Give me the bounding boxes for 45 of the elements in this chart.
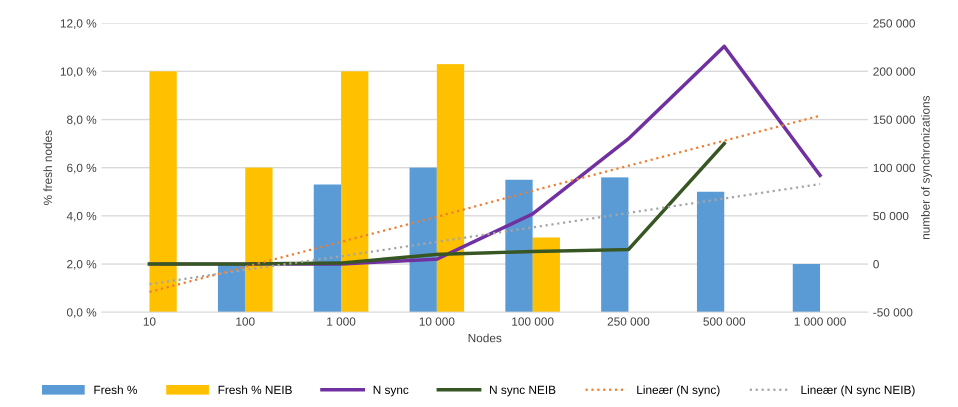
y-tick-label: 12,0 %	[60, 19, 96, 29]
x-tick-label: 1 000 000	[794, 317, 846, 326]
y2-tick-label: 0	[873, 260, 879, 268]
bar	[245, 168, 273, 312]
y-tick-label: 2,0 %	[67, 260, 96, 270]
bar	[505, 180, 533, 312]
y2-tick-label: -50 000	[873, 308, 912, 317]
legend-label: Lineær (N sync)	[637, 385, 720, 396]
y-tick-label: 10,0 %	[60, 67, 96, 78]
legend-label: N sync NEIB	[490, 386, 556, 396]
y2-tick-label: 100 000	[874, 164, 916, 172]
y-tick-label: 4,0 %	[66, 212, 96, 222]
bar	[341, 71, 368, 312]
y2-tick-label: 250 000	[873, 19, 916, 28]
y-tick-label: 0,0 %	[66, 308, 96, 318]
x-tick-label: 100 000	[512, 317, 554, 326]
legend-label: Fresh %	[94, 385, 137, 394]
x-tick-label: 1 000	[327, 317, 356, 326]
y2-axis-title: number of synchronizations	[921, 96, 932, 240]
x-tick-label: 100	[236, 317, 255, 326]
y-axis-title: % fresh nodes	[43, 130, 52, 205]
y-tick-label: 6,0 %	[67, 164, 96, 174]
bar	[218, 264, 246, 312]
line-series	[148, 182, 822, 286]
bar	[696, 192, 724, 312]
bar	[436, 64, 464, 312]
legend-label: N sync	[374, 386, 408, 396]
y2-tick-label: 150 000	[874, 116, 916, 124]
x-tick-label: 250 000	[608, 317, 650, 326]
x-tick-label: 10 000	[420, 317, 454, 326]
bar	[792, 264, 820, 312]
bar	[410, 168, 437, 312]
x-tick-label: 500 000	[703, 317, 746, 326]
x-axis-title: Nodes	[468, 334, 502, 342]
line-series	[148, 142, 726, 266]
y2-tick-label: 200 000	[873, 67, 916, 76]
legend-label: Fresh % NEIB	[218, 385, 292, 394]
bar	[601, 177, 628, 312]
bar	[532, 238, 560, 312]
bar	[314, 184, 342, 312]
y-tick-label: 8,0 %	[67, 116, 96, 126]
legend-label: Lineær (N sync NEIB)	[801, 385, 915, 396]
y2-tick-label: 50 000	[873, 212, 908, 220]
x-tick-label: 10	[144, 317, 156, 326]
bar	[149, 71, 177, 312]
